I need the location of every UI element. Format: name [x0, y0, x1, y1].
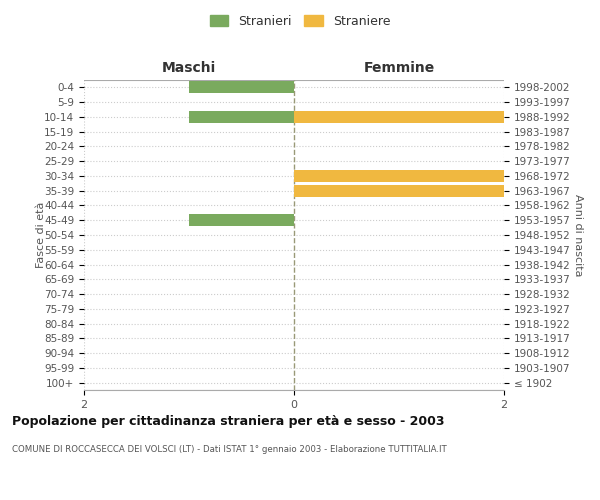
Bar [189, 82, 294, 94]
Text: Maschi: Maschi [162, 61, 216, 75]
Legend: Stranieri, Straniere: Stranieri, Straniere [206, 11, 394, 32]
Y-axis label: Fasce di età: Fasce di età [36, 202, 46, 268]
Bar [189, 214, 294, 226]
Bar [294, 185, 504, 196]
Y-axis label: Anni di nascita: Anni di nascita [573, 194, 583, 276]
Bar [294, 111, 504, 123]
Bar [294, 170, 504, 182]
Text: Popolazione per cittadinanza straniera per età e sesso - 2003: Popolazione per cittadinanza straniera p… [12, 415, 445, 428]
Text: COMUNE DI ROCCASECCA DEI VOLSCI (LT) - Dati ISTAT 1° gennaio 2003 - Elaborazione: COMUNE DI ROCCASECCA DEI VOLSCI (LT) - D… [12, 445, 447, 454]
Bar [189, 111, 294, 123]
Text: Femmine: Femmine [364, 61, 434, 75]
